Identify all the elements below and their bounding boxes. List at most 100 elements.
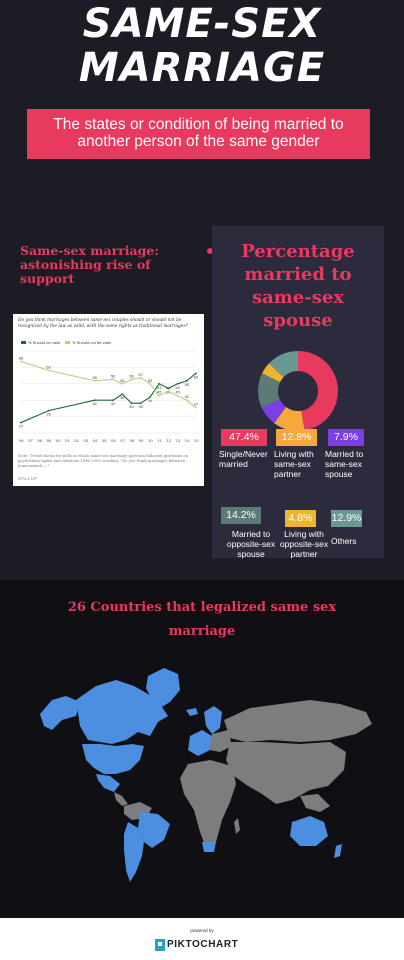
data-label: 45 [175, 390, 180, 395]
data-point [176, 394, 179, 397]
piktochart-logo-icon [155, 939, 165, 951]
x-tick-label: '14 [184, 438, 190, 443]
label-living-opposite-sex-line-2: opposite-sex [279, 539, 329, 549]
support-heading: Same-sex marriage: astonishing rise of s… [20, 244, 190, 286]
label-married-opposite-sex: Married to opposite-sex spouse [221, 529, 281, 559]
x-tick-label: '01 [64, 438, 70, 443]
data-point [149, 396, 151, 399]
map-south-africa [202, 842, 216, 852]
donut-slice-0 [298, 351, 338, 431]
data-point [185, 399, 188, 402]
map-section: 26 Countries that legalized same sex mar… [0, 580, 404, 918]
powered-by-text: powered by [190, 928, 214, 933]
label-living-opposite-sex: Living with opposite-sex partner [278, 529, 330, 559]
map-australia [290, 816, 328, 846]
label-married-same-sex: Married to same-sex spouse [325, 449, 381, 479]
label-married-same-sex-line-1: Married to [325, 449, 364, 459]
x-tick-label: '00 [55, 438, 61, 443]
gallup-line-chart: '96'97'98'99'00'01'02'03'04'05'06'07'08 '… [18, 350, 199, 443]
data-point [149, 382, 151, 385]
data-label: 48 [166, 385, 171, 390]
map-central-america [114, 792, 128, 806]
data-point [112, 378, 115, 381]
label-married-opposite-sex-line-2: opposite-sex [226, 539, 276, 549]
piktochart-brand[interactable]: PIKTOCHART [155, 938, 255, 952]
support-heading-line-2: astonishing rise of [20, 257, 151, 272]
data-point [121, 393, 124, 396]
definition-line-2: another person of the same gender [77, 133, 320, 150]
percentage-title-line-1: Percentage [241, 241, 355, 262]
donut-slice-2 [261, 399, 287, 424]
definition-banner: The states or condition of being married… [27, 109, 370, 159]
gallup-chart-card: Do you think marriages between same-sex … [13, 314, 204, 486]
label-others: Others [331, 536, 357, 546]
map-western-europe [188, 730, 212, 756]
data-point [139, 376, 142, 379]
data-point [167, 390, 170, 393]
percentage-title-line-2: married to [244, 264, 352, 285]
data-point [93, 399, 96, 402]
x-tick-label: '04 [92, 438, 98, 443]
label-living-opposite-sex-line-3: partner [290, 549, 318, 559]
data-label: 44 [148, 398, 153, 403]
data-label: 55 [185, 382, 190, 387]
data-point [20, 360, 22, 363]
data-label: 57 [139, 372, 144, 377]
x-tick-label: '08 [129, 438, 135, 443]
legend-label-not-valid: % Should not be valid [72, 340, 111, 345]
x-tick-label: '96 [18, 438, 24, 443]
data-label: 53 [175, 385, 180, 390]
data-point [112, 399, 115, 402]
donut-slice-3 [258, 373, 281, 408]
label-living-opposite-sex-line-1: Living with [284, 529, 324, 539]
donut-chart [258, 351, 338, 431]
label-married-same-sex-line-2: same-sex [325, 459, 362, 469]
data-point [47, 369, 50, 372]
percentage-title-line-3: same-sex [251, 287, 345, 308]
data-label: 68 [19, 355, 24, 360]
map-mexico [96, 774, 120, 792]
label-living-same-sex: Living with same-sex partner [274, 449, 324, 479]
legend-valid: % Should be valid [21, 340, 60, 345]
gallup-note: Note: Trend shown for polls in which sam… [18, 453, 189, 468]
map-brazil [138, 812, 170, 848]
legend-swatch-valid [21, 341, 26, 345]
map-title-line-2: marriage [168, 624, 236, 639]
piktochart-brand-name: PIKTOCHART [167, 939, 239, 950]
title-line-1: SAME-SEX [82, 1, 322, 47]
support-heading-line-1: Same-sex marriage: [20, 243, 159, 258]
map-new-zealand [334, 844, 342, 858]
x-tick-label: '03 [83, 438, 89, 443]
data-label: 42 [185, 394, 190, 399]
data-label: 40 [129, 404, 134, 409]
page-title: SAME-SEX MARRIAGE [0, 2, 404, 90]
data-point [195, 406, 197, 409]
map-title-line-1: 26 Countries that legalized same sex [67, 600, 337, 615]
map-iceland [186, 708, 198, 716]
badge-living-same-sex: 12.8% [276, 429, 317, 446]
label-single-line-2: married [219, 459, 248, 469]
data-label: 37 [194, 402, 199, 407]
data-point [121, 382, 124, 385]
data-point [195, 372, 197, 375]
donut-slice-1 [274, 407, 305, 431]
label-married-opposite-sex-line-3: spouse [237, 549, 265, 559]
data-label: 35 [46, 412, 51, 417]
label-single: Single/Never married [219, 449, 279, 469]
data-label: 27 [19, 424, 24, 429]
title-line-2: MARRIAGE [78, 45, 326, 91]
x-tick-label: '13 [175, 438, 181, 443]
badge-single: 47.4% [221, 429, 267, 446]
badge-married-same-sex: 7.9% [328, 429, 364, 446]
label-living-same-sex-line-1: Living with [274, 449, 314, 459]
x-tick-label: '12 [166, 438, 172, 443]
map-usa [82, 744, 144, 774]
x-tick-label: '09 [138, 438, 144, 443]
map-title: 26 Countries that legalized same sex mar… [30, 596, 374, 644]
x-tick-label: '10 [147, 438, 153, 443]
percentage-panel: Percentage married to same-sex spouse 47… [212, 226, 384, 559]
legend-not-valid: % Should not be valid [65, 340, 111, 345]
data-label: 53 [157, 385, 162, 390]
x-tick-label: '15 [193, 438, 199, 443]
x-tick-label: '97 [28, 438, 34, 443]
